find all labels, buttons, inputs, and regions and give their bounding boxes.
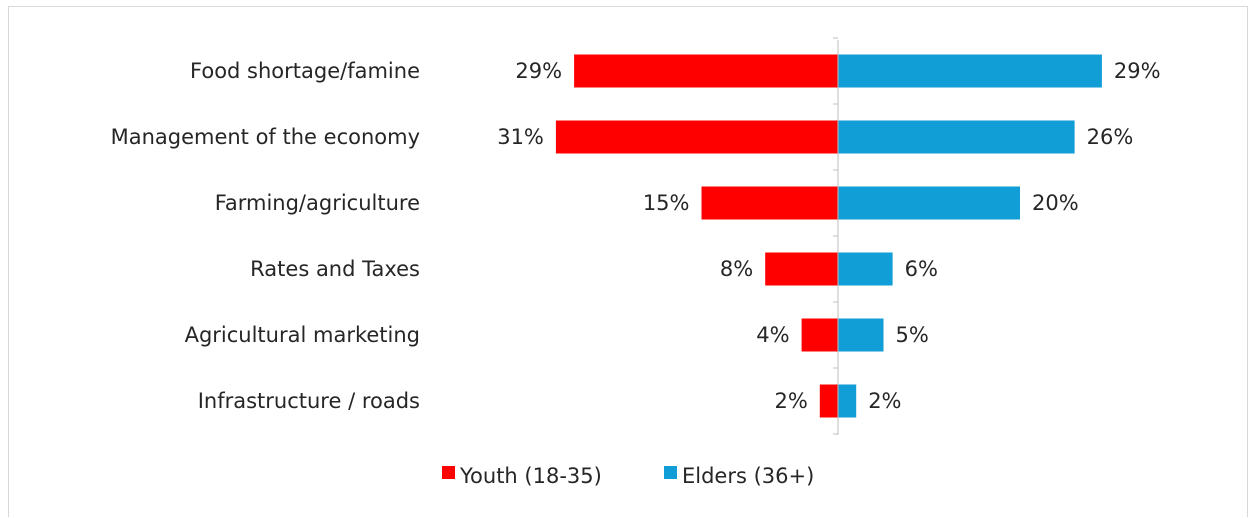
elders-bar xyxy=(838,54,1102,88)
legend-swatch xyxy=(442,466,455,479)
youth-value-label: 29% xyxy=(515,59,562,83)
youth-bar xyxy=(555,120,838,154)
elders-bar xyxy=(838,318,884,352)
elders-value-label: 5% xyxy=(896,323,929,347)
category-label: Infrastructure / roads xyxy=(198,389,420,413)
elders-value-label: 29% xyxy=(1114,59,1161,83)
youth-bar xyxy=(574,54,838,88)
category-label: Farming/agriculture xyxy=(215,191,420,215)
elders-series xyxy=(838,54,1102,418)
legend-label: Youth (18-35) xyxy=(459,464,602,488)
labels: Food shortage/famine 29% 29% Management of … xyxy=(111,59,1161,413)
youth-bar xyxy=(819,384,838,418)
category-label: Agricultural marketing xyxy=(185,323,420,347)
elders-value-label: 6% xyxy=(905,257,938,281)
elders-bar xyxy=(838,252,893,286)
elders-value-label: 2% xyxy=(868,389,901,413)
chart-svg: Food shortage/famine 29% 29% Management of … xyxy=(111,37,1161,488)
youth-value-label: 31% xyxy=(497,125,544,149)
elders-value-label: 20% xyxy=(1032,191,1079,215)
category-label: Rates and Taxes xyxy=(250,257,420,281)
youth-value-label: 4% xyxy=(756,323,789,347)
legend: Youth (18-35) Elders (36+) xyxy=(442,464,814,488)
youth-value-label: 2% xyxy=(774,389,807,413)
elders-bar xyxy=(838,186,1020,220)
youth-value-label: 8% xyxy=(720,257,753,281)
elders-bar xyxy=(838,384,857,418)
youth-bar xyxy=(801,318,838,352)
legend-swatch xyxy=(664,466,677,479)
youth-bar xyxy=(701,186,838,220)
elders-value-label: 26% xyxy=(1087,125,1134,149)
chart-frame: Food shortage/famine 29% 29% Management of … xyxy=(8,6,1248,517)
youth-bar xyxy=(765,252,838,286)
category-label: Food shortage/famine xyxy=(190,59,420,83)
youth-series xyxy=(555,54,838,418)
center-axis xyxy=(833,37,839,435)
legend-label: Elders (36+) xyxy=(682,464,814,488)
category-label: Management of the economy xyxy=(111,125,420,149)
youth-value-label: 15% xyxy=(643,191,690,215)
elders-bar xyxy=(838,120,1075,154)
